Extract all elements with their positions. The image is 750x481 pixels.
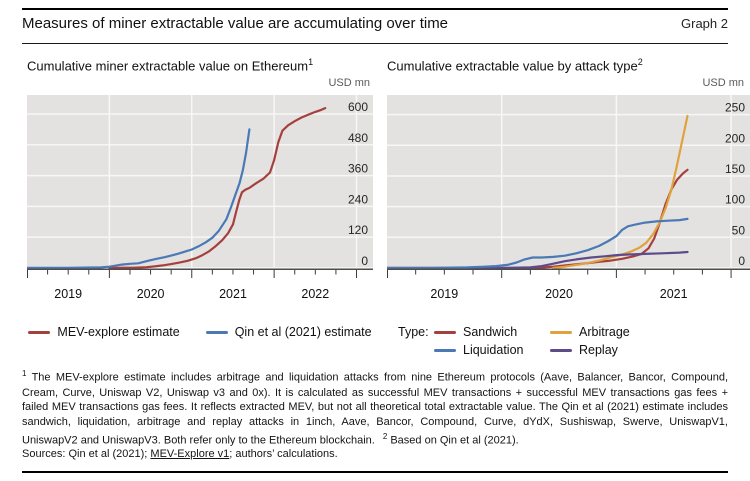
series-line-replay <box>387 250 689 270</box>
legend-item-replay: Replay <box>550 343 630 357</box>
left-panel-title: Cumulative miner extractable value on Et… <box>27 57 313 73</box>
right-panel-title-footnote-ref: 2 <box>637 57 643 67</box>
x-axis-year-label: 2022 <box>301 287 329 301</box>
qin-line-swatch <box>205 330 228 334</box>
mev-explore-link[interactable]: MEV-Explore v1 <box>150 448 230 460</box>
mev-cumulative-chart: 0 120 240 360 480 600 2019 2020 2021 2022 <box>27 95 373 301</box>
series-line-qin-et-al-2021-estimate <box>27 128 251 269</box>
y-axis-tick-label: 120 <box>348 223 368 237</box>
series-line-liquidation <box>387 217 689 270</box>
sources-prefix: Sources: Qin et al (2021); <box>22 448 151 460</box>
figure-title: Measures of miner extractable value are … <box>22 15 449 32</box>
figure-header: Measures of miner extractable value are … <box>22 15 728 32</box>
footnote-1-text: The MEV-explore estimate includes arbitr… <box>22 371 728 447</box>
legend-item-mev-explore: MEV-explore estimate <box>28 325 180 339</box>
y-axis-tick-label: 50 <box>732 223 746 237</box>
footnote-2-marker: 2 <box>382 432 388 442</box>
left-axis-unit-label: USD mn <box>328 77 370 89</box>
left-panel-title-footnote-ref: 1 <box>308 57 314 67</box>
footnote-2-text: Based on Qin et al (2021). <box>390 434 519 447</box>
legend-item-liquidation: Liquidation <box>434 343 550 357</box>
y-axis-tick-label: 360 <box>348 162 368 176</box>
y-axis-tick-label: 250 <box>725 101 745 115</box>
footnote-1-marker: 1 <box>22 369 27 378</box>
bottom-rule <box>22 471 728 473</box>
right-axis-unit-label: USD mn <box>702 77 744 89</box>
liquidation-line-swatch <box>434 348 456 352</box>
arbitrage-line-swatch <box>550 330 572 334</box>
right-panel-title: Cumulative extractable value by attack t… <box>387 57 643 73</box>
sources-suffix: ; authors’ calculations. <box>229 448 338 460</box>
left-panel-title-text: Cumulative miner extractable value on Et… <box>27 58 309 74</box>
sandwich-line-swatch <box>434 330 456 334</box>
y-axis-tick-label: 0 <box>738 254 745 268</box>
y-axis-tick-label: 600 <box>348 100 368 114</box>
x-axis-year-label: 2021 <box>660 287 688 301</box>
y-axis-tick-label: 480 <box>348 131 368 145</box>
right-chart-legend: Type: Sandwich Arbitrage Liquidation Rep… <box>398 325 630 357</box>
sources-line: Sources: Qin et al (2021); MEV-Explore v… <box>22 448 338 460</box>
legend-label-sandwich: Sandwich <box>463 325 518 339</box>
x-axis-year-label: 2020 <box>545 287 573 301</box>
legend-label-liquidation: Liquidation <box>463 343 524 357</box>
left-chart-legend: MEV-explore estimate Qin et al (2021) es… <box>27 325 373 339</box>
legend-label-mev-explore: MEV-explore estimate <box>57 325 180 339</box>
replay-line-swatch <box>550 348 572 352</box>
legend-label-replay: Replay <box>579 343 618 357</box>
legend-type-label: Type: <box>398 325 429 339</box>
x-axis-year-label: 2019 <box>430 287 458 301</box>
legend-label-arbitrage: Arbitrage <box>579 325 630 339</box>
series-line-mev-explore-estimate <box>108 107 327 269</box>
footnotes: 1 The MEV-explore estimate includes arbi… <box>22 367 728 449</box>
y-axis-tick-label: 100 <box>725 193 745 207</box>
legend-item-qin: Qin et al (2021) estimate <box>205 325 372 339</box>
y-axis-tick-label: 240 <box>348 192 368 206</box>
y-axis-tick-label: 200 <box>725 131 745 145</box>
legend-label-qin: Qin et al (2021) estimate <box>234 325 372 339</box>
x-axis-year-label: 2019 <box>54 287 82 301</box>
graph-number-label: Graph 2 <box>681 16 728 31</box>
series-line-arbitrage <box>552 114 689 270</box>
title-rule <box>22 43 728 44</box>
plot-area <box>387 95 750 270</box>
right-panel-title-text: Cumulative extractable value by attack t… <box>387 58 638 74</box>
legend-item-sandwich: Sandwich <box>434 325 550 339</box>
x-axis-year-label: 2021 <box>219 287 247 301</box>
y-axis-tick-label: 0 <box>361 254 368 268</box>
top-rule <box>22 8 728 10</box>
attack-type-chart: 0 50 100 150 200 250 2019 2020 2021 <box>387 95 750 301</box>
y-axis-tick-label: 150 <box>725 162 745 176</box>
legend-item-arbitrage: Arbitrage <box>550 325 630 339</box>
mev-explore-line-swatch <box>28 330 51 334</box>
x-axis-year-label: 2020 <box>137 287 165 301</box>
plot-area <box>27 95 373 270</box>
